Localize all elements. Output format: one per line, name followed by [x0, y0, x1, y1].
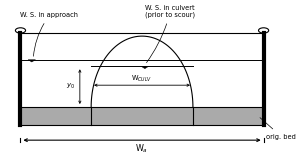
Text: W$_a$: W$_a$	[136, 143, 148, 155]
Text: W. S. in culvert
(prior to scour): W. S. in culvert (prior to scour)	[145, 5, 195, 63]
Bar	[20, 107, 264, 125]
Text: W$_{CULV}$: W$_{CULV}$	[131, 74, 153, 84]
Text: W. S. in approach: W. S. in approach	[20, 12, 79, 56]
Polygon shape	[28, 60, 35, 62]
Text: y$_0$: y$_0$	[66, 82, 76, 91]
Text: orig. bed: orig. bed	[260, 118, 296, 140]
Polygon shape	[141, 66, 148, 69]
